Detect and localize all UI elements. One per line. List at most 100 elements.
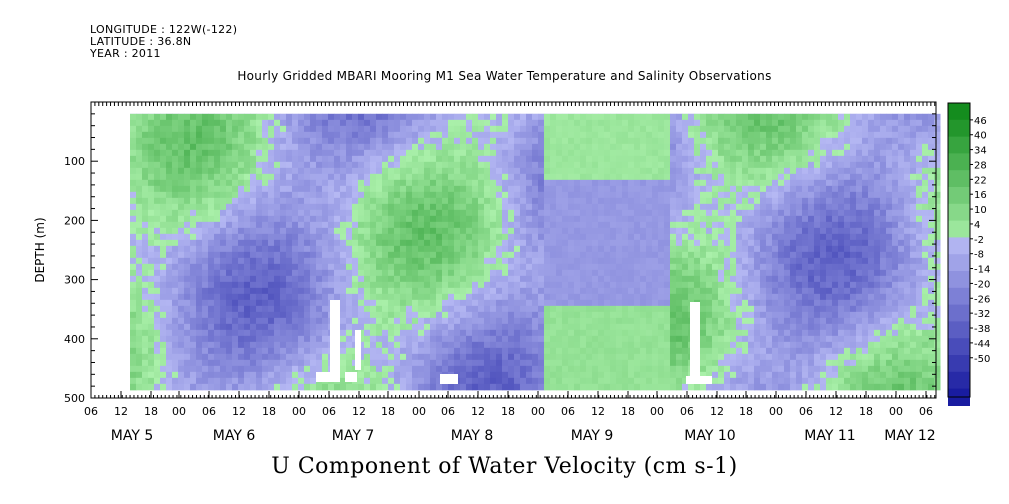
- field-cell: [634, 149, 641, 157]
- field-cell: [760, 383, 767, 391]
- field-cell: [406, 203, 413, 211]
- field-cell: [142, 221, 149, 229]
- field-cell: [352, 269, 359, 277]
- field-cell: [472, 299, 479, 307]
- field-cell: [562, 305, 569, 313]
- field-cell: [424, 143, 431, 151]
- field-cell: [364, 293, 371, 301]
- field-cell: [166, 209, 173, 217]
- field-cell: [712, 317, 719, 325]
- field-cell: [766, 203, 773, 211]
- field-cell: [556, 119, 563, 127]
- field-cell: [688, 191, 695, 199]
- field-cell: [280, 371, 287, 379]
- field-cell: [406, 119, 413, 127]
- field-cell: [394, 353, 401, 361]
- field-cell: [652, 365, 659, 373]
- field-cell: [280, 143, 287, 151]
- field-cell: [694, 161, 701, 169]
- field-cell: [364, 281, 371, 289]
- field-cell: [538, 341, 545, 349]
- field-cell: [190, 257, 197, 265]
- field-cell: [346, 113, 353, 121]
- field-cell: [196, 341, 203, 349]
- field-cell: [598, 329, 605, 337]
- field-cell: [526, 155, 533, 163]
- field-cell: [604, 161, 611, 169]
- field-cell: [310, 335, 317, 343]
- field-cell: [340, 371, 347, 379]
- field-cell: [292, 149, 299, 157]
- field-cell: [370, 221, 377, 229]
- field-cell: [562, 383, 569, 391]
- field-cell: [616, 377, 623, 385]
- field-cell: [274, 197, 281, 205]
- field-cell: [358, 323, 365, 331]
- field-cell: [700, 311, 707, 319]
- field-cell: [670, 209, 677, 217]
- field-cell: [460, 341, 467, 349]
- field-cell: [220, 269, 227, 277]
- field-cell: [634, 179, 641, 187]
- field-cell: [490, 113, 497, 121]
- field-cell: [238, 275, 245, 283]
- field-cell: [460, 317, 467, 325]
- field-cell: [502, 281, 509, 289]
- field-cell: [556, 125, 563, 133]
- field-cell: [616, 371, 623, 379]
- field-cell: [550, 377, 557, 385]
- field-cell: [346, 197, 353, 205]
- field-cell: [766, 113, 773, 121]
- field-cell: [202, 311, 209, 319]
- field-cell: [472, 233, 479, 241]
- field-cell: [172, 269, 179, 277]
- field-cell: [160, 209, 167, 217]
- field-cell: [610, 293, 617, 301]
- field-cell: [328, 143, 335, 151]
- field-cell: [184, 119, 191, 127]
- field-cell: [676, 359, 683, 367]
- field-cell: [340, 191, 347, 199]
- field-cell: [256, 191, 263, 199]
- field-cell: [568, 203, 575, 211]
- field-cell: [430, 293, 437, 301]
- field-cell: [586, 119, 593, 127]
- field-cell: [640, 341, 647, 349]
- field-cell: [274, 131, 281, 139]
- field-cell: [352, 281, 359, 289]
- field-cell: [502, 239, 509, 247]
- field-cell: [262, 377, 269, 385]
- field-cell: [334, 215, 341, 223]
- field-cell: [424, 209, 431, 217]
- field-cell: [712, 227, 719, 235]
- field-cell: [346, 203, 353, 211]
- field-cell: [406, 365, 413, 373]
- field-cell: [760, 335, 767, 343]
- field-cell: [544, 203, 551, 211]
- field-cell: [736, 167, 743, 175]
- field-cell: [382, 317, 389, 325]
- field-cell: [460, 119, 467, 127]
- field-cell: [328, 197, 335, 205]
- field-cell: [400, 113, 407, 121]
- field-cell: [724, 149, 731, 157]
- field-cell: [712, 149, 719, 157]
- field-cell: [640, 167, 647, 175]
- field-cell: [766, 185, 773, 193]
- field-cell: [466, 233, 473, 241]
- field-cell: [604, 335, 611, 343]
- field-cell: [604, 299, 611, 307]
- field-cell: [616, 137, 623, 145]
- field-cell: [166, 179, 173, 187]
- field-cell: [646, 233, 653, 241]
- field-cell: [442, 113, 449, 121]
- field-cell: [658, 233, 665, 241]
- field-cell: [514, 287, 521, 295]
- field-cell: [172, 131, 179, 139]
- field-cell: [688, 221, 695, 229]
- field-cell: [766, 383, 773, 391]
- field-cell: [634, 137, 641, 145]
- field-cell: [688, 209, 695, 217]
- field-cell: [664, 149, 671, 157]
- field-cell: [244, 137, 251, 145]
